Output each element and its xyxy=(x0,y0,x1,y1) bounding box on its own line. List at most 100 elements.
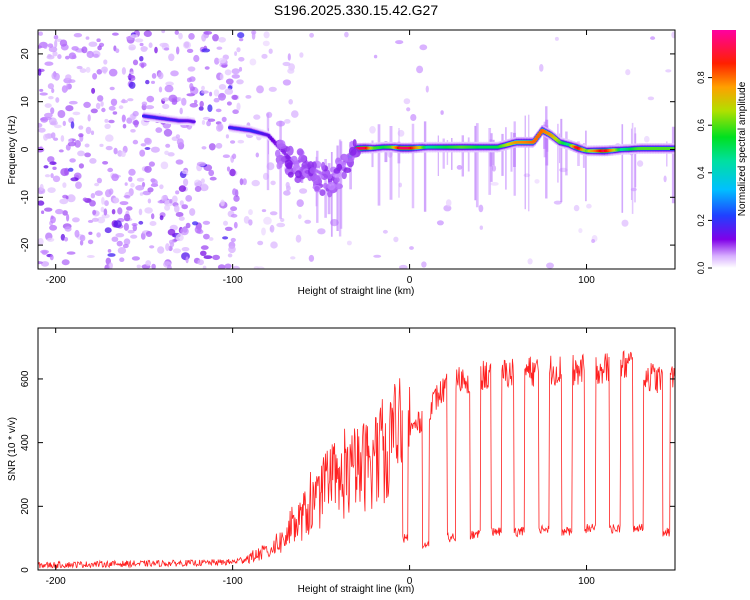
noise-blob xyxy=(88,231,93,235)
noise-blob xyxy=(67,141,76,147)
noise-blob xyxy=(110,98,118,107)
noise-blob xyxy=(175,190,180,195)
noise-blob xyxy=(175,134,181,139)
noise-blob xyxy=(161,195,168,202)
noise-blob xyxy=(93,53,99,58)
noise-blob xyxy=(209,91,213,97)
noise-blob xyxy=(218,84,227,90)
noise-blob xyxy=(188,33,195,40)
noise-blob xyxy=(181,204,188,210)
noise-blob xyxy=(53,137,59,141)
signal-blob xyxy=(321,173,328,180)
noise-blob xyxy=(52,51,58,57)
noise-blob xyxy=(162,103,170,110)
noise-blob xyxy=(637,160,644,167)
noise-blob xyxy=(96,69,103,75)
colorbar-tick-label: 0.6 xyxy=(696,119,706,132)
noise-blob xyxy=(233,221,238,229)
noise-blob xyxy=(167,264,172,269)
noise-blob xyxy=(160,161,169,170)
noise-blob xyxy=(43,42,48,49)
noise-blob xyxy=(104,118,109,123)
noise-blob xyxy=(419,44,428,51)
noise-blob xyxy=(151,73,157,79)
noise-blob xyxy=(55,208,64,215)
signal-blob xyxy=(301,161,308,169)
snr-series-line xyxy=(38,350,675,570)
noise-blob xyxy=(149,221,157,226)
signal-blob xyxy=(298,154,307,163)
noise-blob xyxy=(78,163,84,169)
signal-blob xyxy=(321,161,326,171)
noise-blob xyxy=(534,179,540,184)
noise-blob xyxy=(128,81,136,89)
noise-blob xyxy=(90,108,98,114)
noise-blob xyxy=(39,92,48,96)
signal-blob xyxy=(319,189,326,197)
noise-blob xyxy=(123,195,131,198)
noise-blob xyxy=(647,96,655,101)
noise-blob xyxy=(403,98,411,105)
noise-blob xyxy=(144,137,152,145)
noise-blob xyxy=(621,219,629,227)
noise-blob xyxy=(132,139,139,145)
noise-blob xyxy=(101,107,106,113)
noise-blob xyxy=(94,190,103,196)
noise-blob xyxy=(109,86,115,91)
noise-blob xyxy=(111,236,119,242)
noise-blob xyxy=(140,143,147,147)
x-tick-label: -200 xyxy=(46,576,66,587)
noise-blob xyxy=(149,245,155,249)
signal-blob xyxy=(284,159,293,169)
snr-x-axis-label: Height of straight line (km) xyxy=(298,584,415,595)
noise-blob xyxy=(180,227,189,236)
noise-blob xyxy=(94,182,100,187)
noise-blob xyxy=(406,107,411,112)
signal-blob xyxy=(295,170,302,179)
noise-blob xyxy=(50,173,54,179)
noise-blob xyxy=(92,209,97,215)
noise-blob xyxy=(309,32,314,38)
noise-blob xyxy=(44,112,53,118)
noise-blob xyxy=(120,99,128,104)
noise-blob xyxy=(97,216,106,224)
noise-blob xyxy=(189,83,194,90)
noise-blob xyxy=(215,108,222,113)
noise-blob xyxy=(299,52,304,58)
noise-blob xyxy=(65,55,70,60)
noise-blob xyxy=(133,119,139,128)
noise-blob xyxy=(236,102,241,111)
noise-blob xyxy=(185,256,189,264)
noise-blob xyxy=(157,246,165,254)
noise-blob xyxy=(40,261,50,267)
noise-blob xyxy=(202,220,211,225)
noise-blob xyxy=(227,253,233,258)
noise-blob xyxy=(49,161,57,165)
colorbar-gradient xyxy=(712,30,736,268)
noise-blob xyxy=(269,224,275,233)
noise-blob xyxy=(201,48,211,53)
noise-blob xyxy=(62,182,67,188)
noise-blob xyxy=(196,161,206,167)
noise-blob xyxy=(40,249,49,254)
noise-blob xyxy=(224,263,232,269)
noise-blob xyxy=(283,190,291,196)
noise-blob xyxy=(145,79,150,85)
noise-blob xyxy=(578,228,583,234)
noise-blob xyxy=(66,194,76,203)
noise-blob xyxy=(52,166,57,170)
noise-blob xyxy=(78,133,84,138)
noise-blob xyxy=(192,221,199,226)
ridge-mark xyxy=(266,134,271,137)
noise-blob xyxy=(66,251,76,255)
noise-blob xyxy=(128,44,136,51)
noise-blob xyxy=(276,222,286,228)
noise-blob xyxy=(171,195,178,204)
noise-blob xyxy=(163,128,173,137)
noise-blob xyxy=(132,224,138,232)
x-tick-label: 100 xyxy=(578,576,595,587)
noise-blob xyxy=(164,84,174,93)
noise-blob xyxy=(60,168,69,177)
noise-blob xyxy=(268,86,277,92)
noise-blob xyxy=(100,206,105,213)
